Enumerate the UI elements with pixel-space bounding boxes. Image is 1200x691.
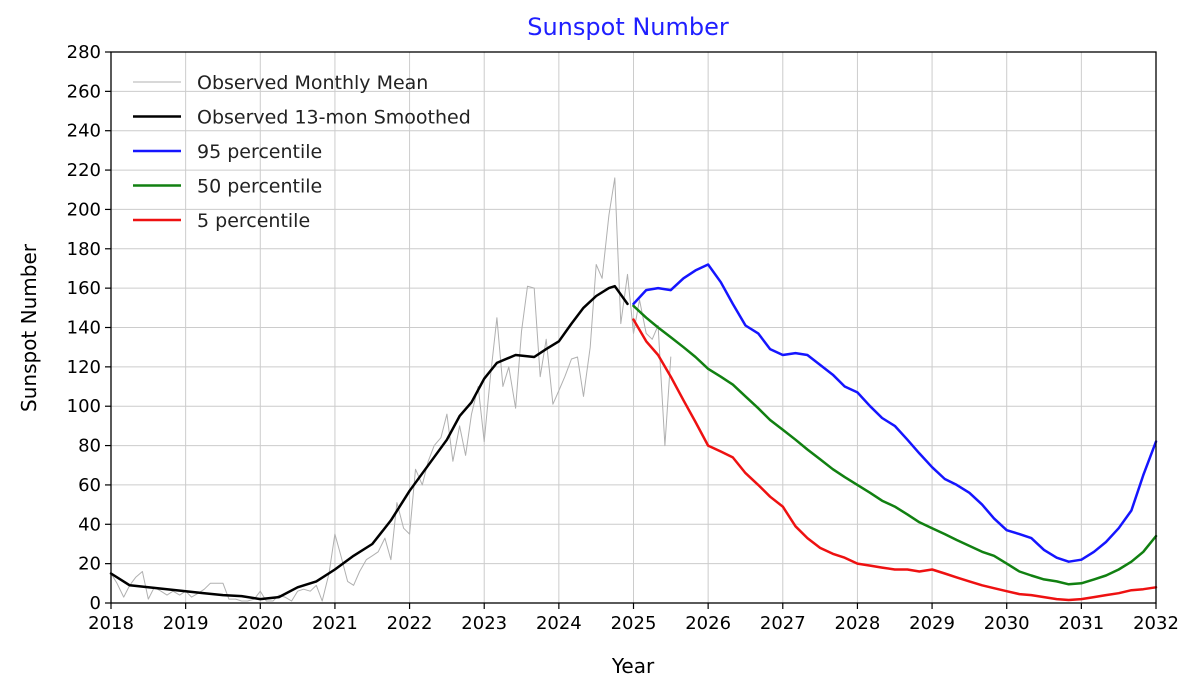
series-line-observed-monthly-mean: [110, 177, 672, 602]
series-line-5-percentile: [632, 318, 1158, 602]
grid-lines: [110, 51, 1157, 604]
y-tick-label: 0: [90, 593, 101, 614]
legend-label-5-percentile: 5 percentile: [197, 210, 310, 232]
y-axis-title: Sunspot Number: [17, 243, 41, 412]
plot-series: [109, 177, 1158, 602]
y-tick-label: 120: [67, 357, 101, 378]
legend-label-observed-monthly-mean: Observed Monthly Mean: [197, 72, 428, 94]
x-tick-label: 2021: [312, 613, 358, 634]
legend-label-50-percentile: 50 percentile: [197, 176, 322, 198]
y-tick-label: 200: [67, 199, 101, 220]
y-tick-label: 80: [78, 436, 101, 457]
chart-title: Sunspot Number: [527, 13, 729, 41]
series-line-95-percentile: [632, 263, 1158, 563]
series-line-50-percentile: [632, 304, 1158, 586]
x-tick-label: 2026: [685, 613, 731, 634]
x-tick-label: 2028: [835, 613, 881, 634]
x-axis-title: Year: [611, 654, 655, 678]
y-axis-ticks: 0 20 40 60 80 100 120 140 160 180 200 220 240 260 280: [67, 42, 111, 614]
x-tick-label: 2032: [1133, 613, 1179, 634]
y-tick-label: 60: [78, 475, 101, 496]
x-tick-label: 2025: [611, 613, 657, 634]
x-axis-ticks: 2018 2019 2020 2021 2022 2023 2024 2025 2026 2027…: [88, 603, 1179, 634]
x-tick-label: 2029: [909, 613, 955, 634]
x-tick-label: 2031: [1058, 613, 1104, 634]
x-tick-label: 2018: [88, 613, 134, 634]
y-tick-label: 260: [67, 81, 101, 102]
y-tick-label: 180: [67, 239, 101, 260]
x-tick-label: 2030: [984, 613, 1030, 634]
legend-label-observed-13-mon-smoothed: Observed 13-mon Smoothed: [197, 107, 471, 129]
x-tick-label: 2019: [163, 613, 209, 634]
y-tick-label: 240: [67, 121, 101, 142]
x-tick-label: 2022: [387, 613, 433, 634]
y-tick-label: 40: [78, 514, 101, 535]
y-tick-label: 140: [67, 318, 101, 339]
y-tick-label: 160: [67, 278, 101, 299]
y-tick-label: 220: [67, 160, 101, 181]
x-tick-label: 2024: [536, 613, 582, 634]
series-line-observed-13-mon-smoothed: [109, 284, 629, 601]
x-tick-label: 2020: [237, 613, 283, 634]
legend: Observed Monthly Mean Observed 13-mon Smo…: [133, 72, 471, 232]
x-tick-label: 2027: [760, 613, 806, 634]
legend-label-95-percentile: 95 percentile: [197, 141, 322, 163]
y-tick-label: 100: [67, 396, 101, 417]
x-tick-label: 2023: [461, 613, 507, 634]
y-tick-label: 280: [67, 42, 101, 63]
y-tick-label: 20: [78, 554, 101, 575]
